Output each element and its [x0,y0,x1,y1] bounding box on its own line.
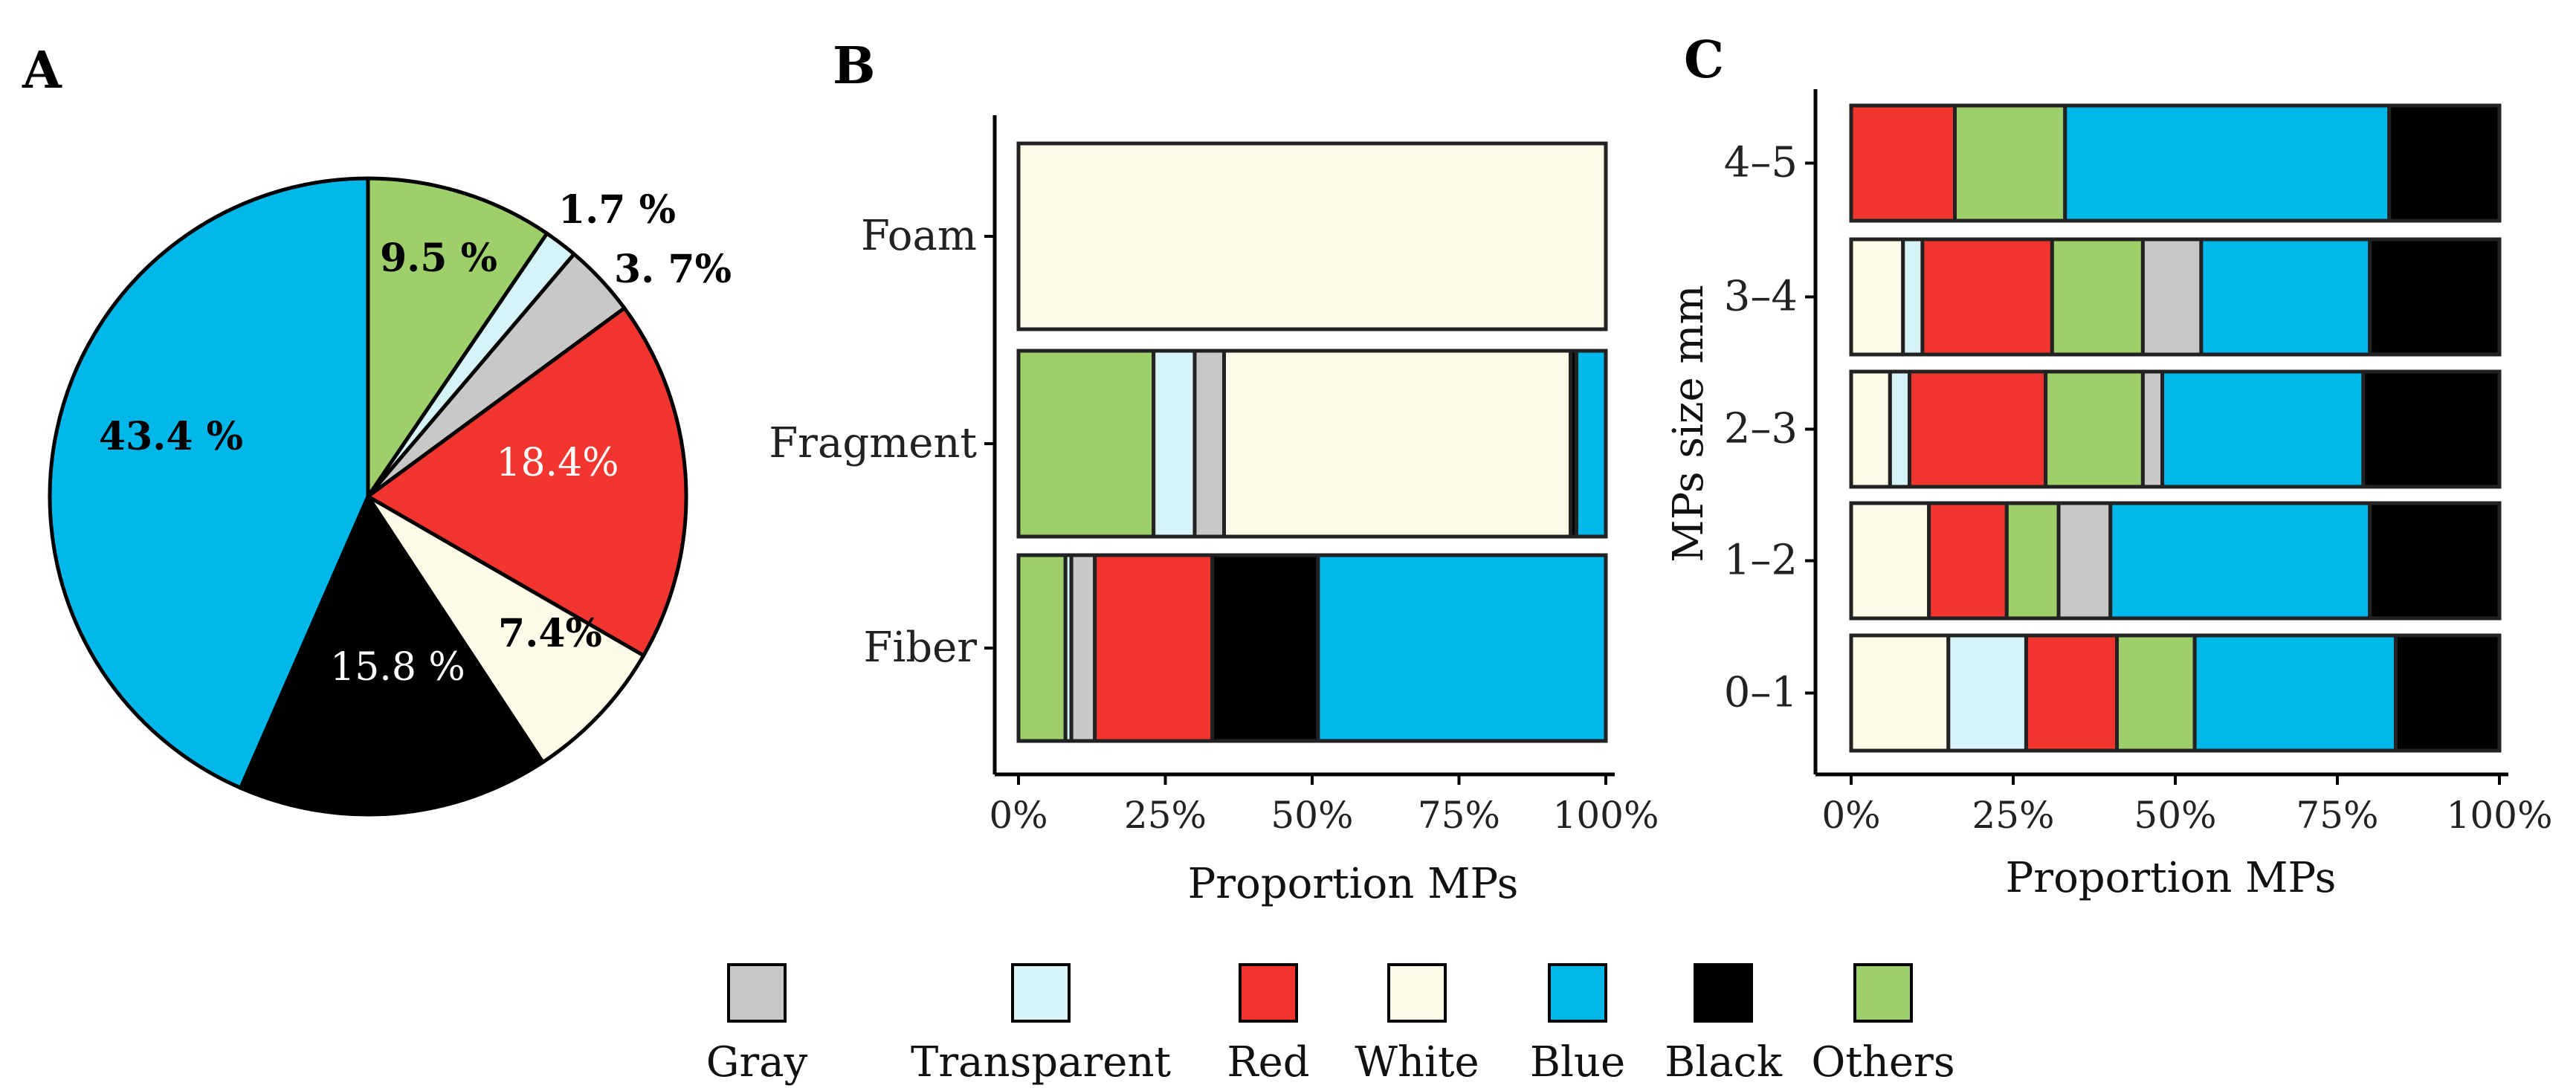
x-tick-label-0: 0% [989,794,1047,837]
legend-label-transparent: Transparent [911,1038,1172,1087]
legend-label-others: Others [1811,1038,1954,1087]
bar-fragment-others [1016,349,1156,539]
pie-label-gray: 3. 7% [614,247,732,292]
x-tick-label-25: 25% [1124,794,1207,837]
bar-1-2-blue [2108,501,2372,621]
category-label-fiber: Fiber [863,624,977,672]
x-tick-label-0: 0% [1821,794,1880,837]
pie-label-others: 9.5 % [380,236,497,281]
pie-label-red: 18.4% [496,441,619,485]
pie-label-transparent: 1.7 % [558,187,676,233]
bar-fiber-blue [1316,553,1608,743]
bar-1-2-white [1849,501,1931,621]
x-axis-title-b: Proportion MPs [1188,860,1519,908]
bar-2-3-transparent [1888,369,1911,489]
bar-0-1-red [2024,633,2120,753]
stacked-bar-chart-b: 0% 25% 50% 75% 100% Foam Fragment Fiber [769,115,1659,837]
bar-fiber-gray [1069,553,1097,743]
bar-3-4-others [2050,237,2145,357]
bar-1-2-others [2004,501,2061,621]
bar-0-1-others [2115,633,2197,753]
y-axis-title-c: MPs size mm [1665,285,1713,562]
x-tick-label-50: 50% [1271,794,1353,837]
legend-label-blue: Blue [1530,1038,1625,1087]
category-label-2-3: 2–3 [1724,405,1798,453]
legend-label-gray: Gray [706,1038,808,1087]
pie-label-white: 7.4% [498,611,602,656]
panel-letter-a: A [22,41,62,100]
bar-1-2-red [1927,501,2009,621]
x-tick-label-75: 75% [1418,794,1500,837]
bar-0-1-blue [2192,633,2398,753]
bar-3-4-red [1920,237,2054,357]
x-tick-label-100: 100% [2447,794,2553,837]
category-label-3-4: 3–4 [1724,273,1798,321]
category-label-foam: Foam [861,212,977,260]
stacked-bar-chart-c: 0% 25% 50% 75% 100% 4–5 3–4 2–3 1–2 0–1 [1724,89,2553,837]
bar-4-5-black [2387,103,2502,223]
bar-2-3-white [1849,369,1892,489]
panel-letter-b: B [833,36,875,96]
bar-fiber-red [1093,553,1215,743]
legend-label-black: Black [1665,1038,1783,1087]
category-label-4-5: 4–5 [1724,139,1798,187]
category-label-fragment: Fragment [769,419,977,467]
bar-3-4-blue [2199,237,2372,357]
bar-fragment-transparent [1152,349,1197,539]
legend-swatch-transparent [1011,963,1071,1023]
x-tick-label-50: 50% [2134,794,2216,837]
bar-3-4-gray [2140,237,2204,357]
bar-4-5-red [1849,103,1957,223]
category-label-1-2: 1–2 [1724,537,1798,585]
bar-2-3-blue [2160,369,2366,489]
pie-label-black: 15.8 % [330,645,465,690]
legend-swatch-black [1694,963,1753,1023]
bar-3-4-white [1849,237,1905,357]
bar-2-3-red [1907,369,2048,489]
bar-fragment-blue [1575,349,1608,539]
x-tick-label-75: 75% [2296,794,2378,837]
legend-swatch-white [1387,963,1447,1023]
pie-slice-white [366,494,647,765]
bar-3-4-transparent [1901,237,1925,357]
bar-0-1-transparent [1946,633,2028,753]
pie-slice-red [364,305,688,658]
legend: Gray Transparent Red White Blue Black Others [706,963,1955,1087]
bar-fragment-white [1222,349,1573,539]
bar-1-2-gray [2056,501,2113,621]
bar-fragment-gray [1192,349,1226,539]
bar-3-4-black [2368,237,2502,357]
bar-4-5-blue [2063,103,2392,223]
pie-slice-others [366,176,550,503]
legend-swatch-blue [1548,963,1607,1023]
legend-swatch-others [1853,963,1913,1023]
x-tick-label-100: 100% [1553,794,1659,837]
bar-2-3-gray [2140,369,2165,489]
bar-4-5-others [1953,103,2067,223]
legend-swatch-red [1239,963,1298,1023]
panel-letter-c: C [1684,30,1724,90]
bar-1-2-black [2368,501,2502,621]
legend-label-white: White [1355,1038,1479,1087]
bar-foam-white [1016,141,1608,331]
legend-swatch-gray [727,963,787,1023]
bar-fiber-black [1210,553,1320,743]
x-tick-label-25: 25% [1972,794,2054,837]
bar-0-1-white [1849,633,1951,753]
bar-2-3-others [2044,369,2145,489]
category-label-0-1: 0–1 [1724,669,1798,717]
pie-chart-a: 9.5 % 1.7 % 3. 7% 18.4% 7.4% 15.8 % 43.4 % [48,176,732,817]
bar-0-1-black [2393,633,2502,753]
bar-2-3-black [2361,369,2502,489]
pie-slice-black [238,492,546,817]
x-axis-title-c: Proportion MPs [2006,854,2337,902]
legend-label-red: Red [1227,1038,1309,1087]
pie-label-blue: 43.4 % [99,414,243,459]
pie-slice-blue [48,176,370,791]
bar-fiber-others [1016,553,1068,743]
